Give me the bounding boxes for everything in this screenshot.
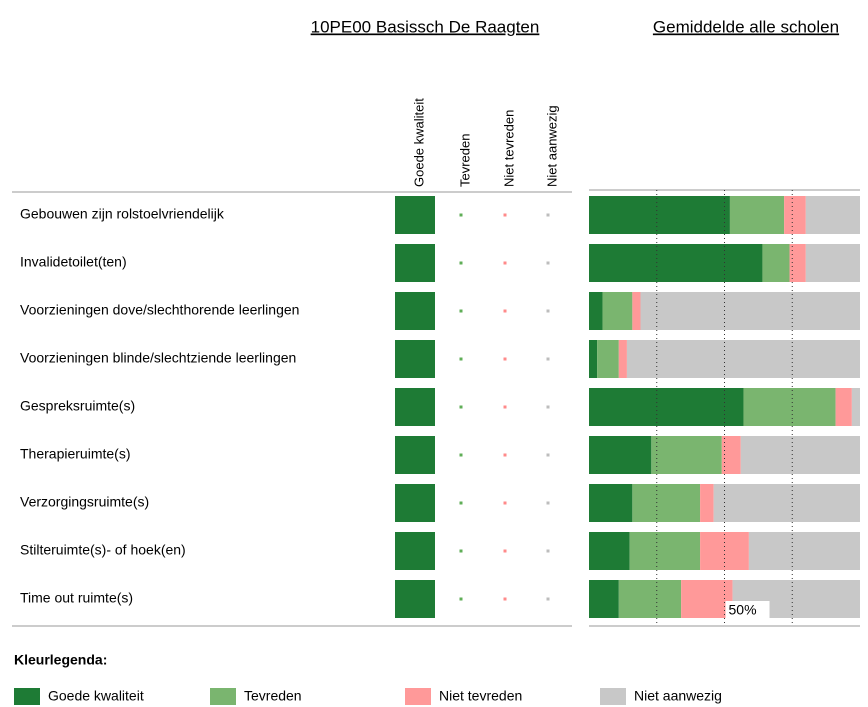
answer-dot (546, 453, 550, 457)
answer-dot (503, 453, 507, 457)
answer-box (395, 292, 435, 330)
column-header: Tevreden (457, 134, 472, 187)
answer-box (395, 340, 435, 378)
bar-segment (632, 484, 701, 522)
answer-dot (546, 405, 550, 409)
column-header: Goede kwaliteit (411, 98, 426, 187)
row-label: Stilteruimte(s)- of hoek(en) (20, 542, 186, 558)
bar-segment (851, 388, 860, 426)
answer-box (395, 580, 435, 618)
school-title: 10PE00 Basissch De Raagten (311, 17, 540, 36)
bar-segment (743, 388, 836, 426)
answer-dot (459, 549, 463, 553)
bar-segment (589, 292, 603, 330)
legend-label: Tevreden (244, 688, 302, 704)
answer-box (395, 196, 435, 234)
answer-dot (546, 501, 550, 505)
bar-segment (589, 532, 630, 570)
row-label: Therapieruimte(s) (20, 446, 130, 462)
answer-dot (503, 549, 507, 553)
answer-dot (503, 357, 507, 361)
answer-dot (459, 261, 463, 265)
answer-dot (503, 261, 507, 265)
bar-segment (632, 292, 641, 330)
legend-swatch (210, 688, 236, 705)
answer-dot (503, 405, 507, 409)
answer-dot (503, 309, 507, 313)
bar-segment (589, 484, 633, 522)
answer-dot (503, 501, 507, 505)
bar-segment (589, 244, 763, 282)
bar-segment (640, 292, 860, 330)
answer-dot (546, 309, 550, 313)
bar-segment (618, 580, 682, 618)
legend-swatch (405, 688, 431, 705)
answer-dot (546, 261, 550, 265)
bar-segment (740, 436, 860, 474)
row-label: Gespreksruimte(s) (20, 398, 135, 414)
bar-segment (805, 196, 860, 234)
bar-segment (713, 484, 860, 522)
bar-segment (721, 436, 741, 474)
column-header: Niet aanwezig (544, 105, 559, 187)
bar-segment (651, 436, 722, 474)
answer-box (395, 436, 435, 474)
bar-segment (618, 340, 627, 378)
bar-segment (700, 484, 714, 522)
answer-box (395, 484, 435, 522)
legend-label: Niet aanwezig (634, 688, 722, 704)
answer-box (395, 244, 435, 282)
bar-segment (784, 196, 806, 234)
answer-dot (546, 357, 550, 361)
answer-box (395, 532, 435, 570)
answer-dot (503, 597, 507, 601)
bar-segment (629, 532, 701, 570)
legend-swatch (600, 688, 626, 705)
bar-segment (789, 244, 806, 282)
average-title: Gemiddelde alle scholen (653, 17, 839, 36)
column-header: Niet tevreden (501, 110, 516, 187)
row-label: Time out ruimte(s) (20, 590, 133, 606)
row-label: Gebouwen zijn rolstoelvriendelijk (20, 206, 225, 222)
bar-segment (729, 196, 785, 234)
answer-dot (459, 405, 463, 409)
answer-dot (546, 549, 550, 553)
answer-dot (459, 213, 463, 217)
answer-box (395, 388, 435, 426)
bar-segment (589, 196, 730, 234)
bar-segment (626, 340, 860, 378)
answer-dot (546, 213, 550, 217)
answer-dot (459, 597, 463, 601)
x-tick-label: 50% (729, 602, 757, 618)
legend-title: Kleurlegenda: (14, 652, 107, 668)
answer-dot (459, 453, 463, 457)
bar-segment (805, 244, 860, 282)
answer-dot (459, 357, 463, 361)
answer-dot (503, 213, 507, 217)
answer-dot (546, 597, 550, 601)
row-label: Voorzieningen blinde/slechtziende leerli… (20, 350, 296, 366)
tick-label-bg (725, 601, 770, 619)
answer-dot (459, 501, 463, 505)
bar-segment (748, 532, 860, 570)
row-label: Voorzieningen dove/slechthorende leerlin… (20, 302, 299, 318)
bar-segment (589, 436, 652, 474)
bar-segment (589, 580, 619, 618)
legend-swatch (14, 688, 40, 705)
answer-dot (459, 309, 463, 313)
legend-label: Niet tevreden (439, 688, 522, 704)
row-label: Verzorgingsruimte(s) (20, 494, 149, 510)
bar-segment (835, 388, 852, 426)
bar-segment (762, 244, 790, 282)
bar-segment (589, 340, 598, 378)
legend-label: Goede kwaliteit (48, 688, 144, 704)
row-label: Invalidetoilet(ten) (20, 254, 127, 270)
bar-segment (589, 388, 744, 426)
bar-segment (602, 292, 633, 330)
bar-segment (597, 340, 619, 378)
